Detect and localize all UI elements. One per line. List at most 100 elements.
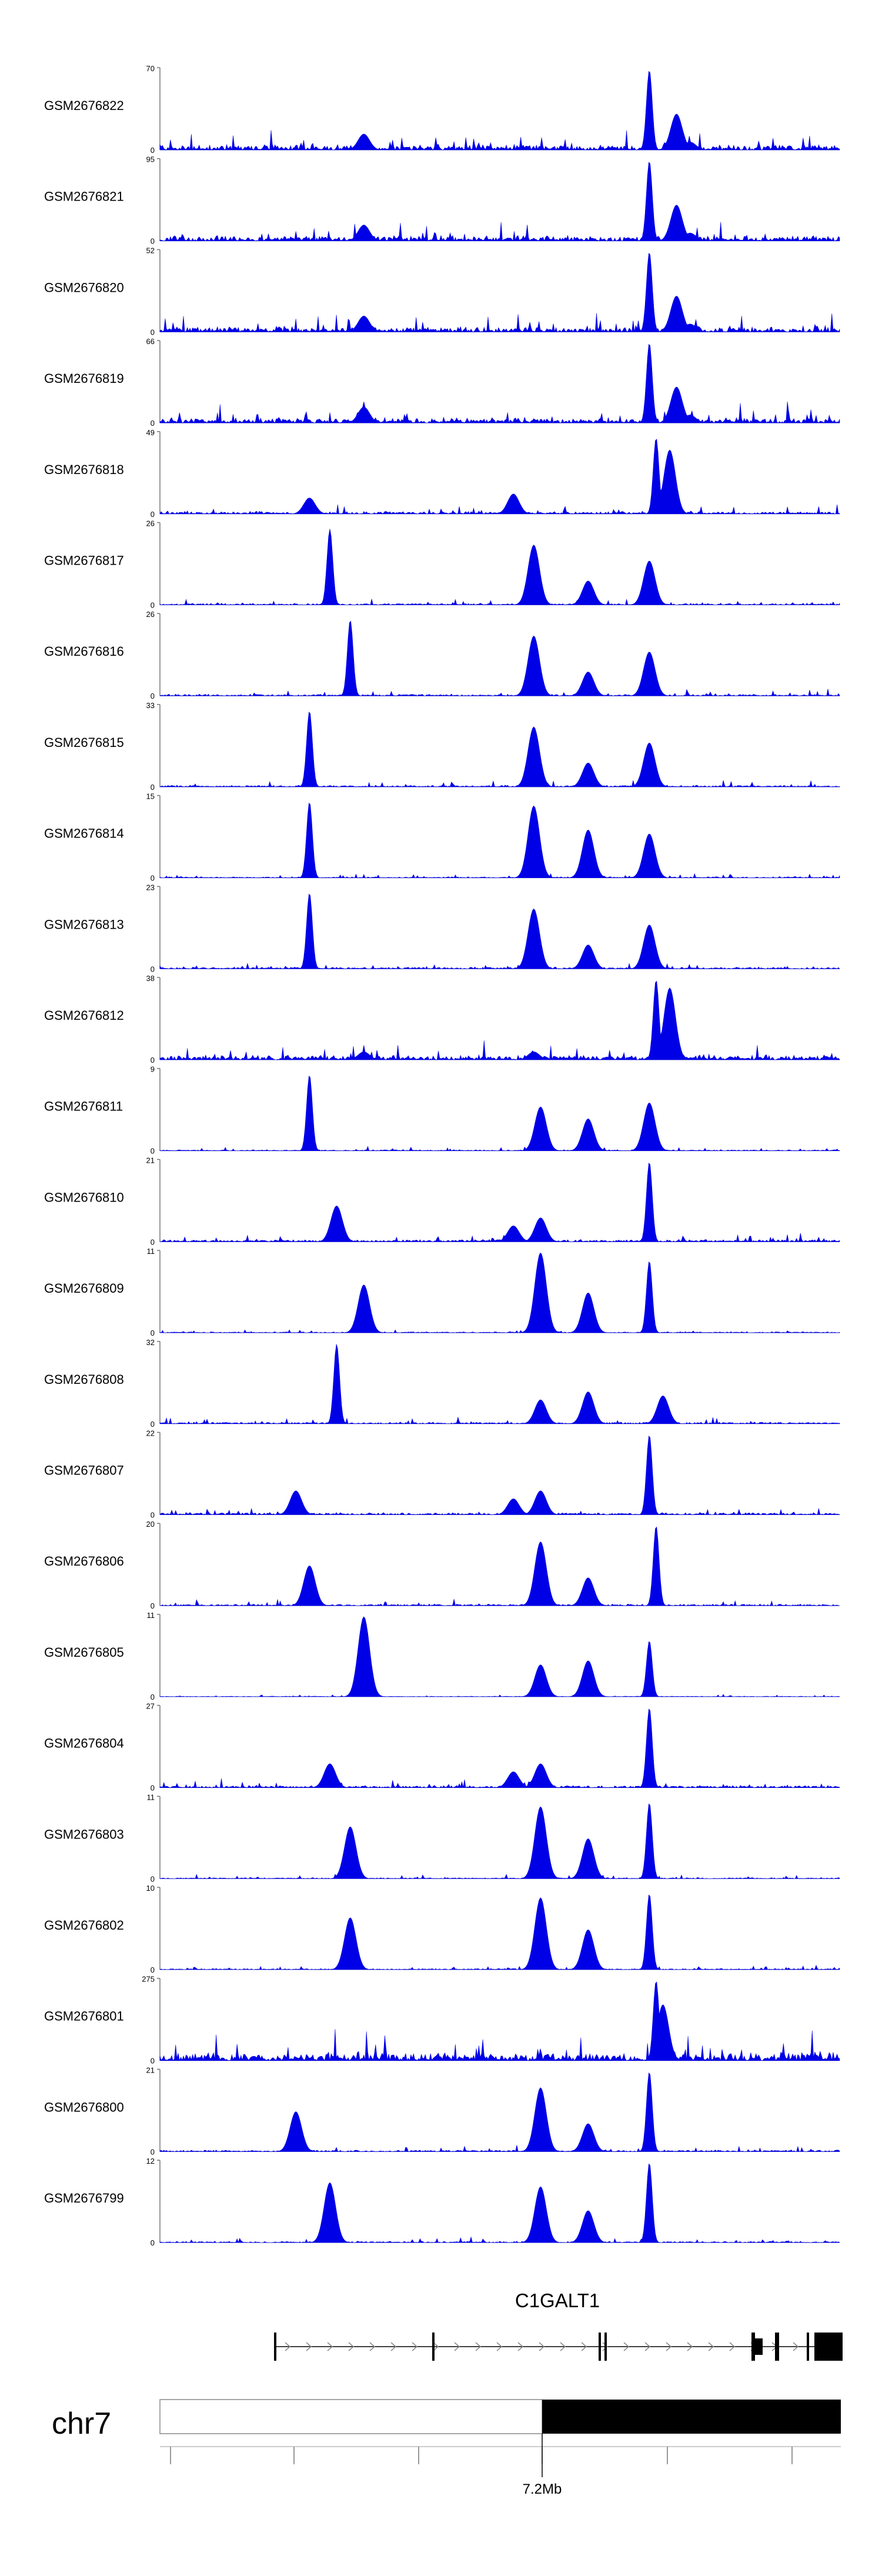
coverage-area (159, 2163, 840, 2243)
track-GSM2676807: GSM2676807 22 0 (44, 1429, 840, 1520)
track-GSM2676803: GSM2676803 11 0 (44, 1793, 840, 1883)
chromosome-label: chr7 (52, 2407, 111, 2441)
strand-arrow-icon (793, 2342, 799, 2351)
track-ymax-label: 33 (146, 701, 155, 710)
coverage-area (159, 252, 840, 333)
track-label: GSM2676805 (44, 1645, 124, 1660)
track-label: GSM2676806 (44, 1554, 124, 1569)
track-label: GSM2676813 (44, 917, 124, 932)
track-ymax-label: 26 (146, 519, 155, 528)
track-label: GSM2676811 (44, 1099, 123, 1114)
track-label: GSM2676814 (44, 826, 124, 841)
track-ymax-label: 66 (146, 337, 155, 346)
strand-arrow-icon (560, 2342, 566, 2351)
track-ymin-label: 0 (151, 146, 155, 155)
track-label: GSM2676800 (44, 2100, 124, 2114)
coverage-area (159, 802, 840, 879)
track-ymin-label: 0 (151, 328, 155, 336)
track-ymin-label: 0 (151, 1329, 155, 1337)
track-ymax-label: 23 (146, 883, 155, 892)
track-GSM2676808: GSM2676808 32 0 (44, 1338, 840, 1429)
strand-arrow-icon (539, 2342, 545, 2351)
track-ymax-label: 20 (146, 1520, 155, 1529)
scale-bar-black-segment (542, 2400, 841, 2434)
gene-name-label: C1GALT1 (515, 2290, 600, 2311)
coverage-area (159, 1894, 840, 1970)
track-ymin-label: 0 (151, 1420, 155, 1429)
track-ymax-label: 70 (146, 64, 155, 73)
coverage-area (159, 162, 840, 242)
track-ymin-label: 0 (151, 1601, 155, 1610)
track-ymin-label: 0 (151, 1693, 155, 1701)
track-label: GSM2676801 (44, 2009, 124, 2024)
coverage-area (159, 1252, 840, 1333)
gene-exon (775, 2333, 779, 2361)
track-ymin-label: 0 (151, 1966, 155, 1974)
strand-arrow-icon (412, 2342, 418, 2351)
gene-exon (274, 2333, 276, 2361)
coverage-area (159, 1435, 840, 1515)
track-ymin-label: 0 (151, 692, 155, 700)
track-label: GSM2676815 (44, 735, 124, 750)
track-ymax-label: 9 (151, 1065, 155, 1074)
track-ymax-label: 15 (146, 792, 155, 801)
strand-arrow-icon (390, 2342, 397, 2351)
track-label: GSM2676812 (44, 1008, 124, 1023)
track-label: GSM2676804 (44, 1736, 124, 1751)
track-ymax-label: 11 (147, 1247, 155, 1256)
track-GSM2676818: GSM2676818 49 0 (44, 428, 840, 519)
track-ymax-label: 275 (142, 1975, 155, 1984)
track-GSM2676800: GSM2676800 21 0 (44, 2066, 840, 2156)
track-GSM2676820: GSM2676820 52 0 (44, 246, 840, 336)
gene-exon (432, 2333, 435, 2361)
track-label: GSM2676819 (44, 371, 124, 386)
strand-arrow-icon (687, 2342, 693, 2351)
region-position-label: 7.2Mb (523, 2481, 562, 2497)
track-ymin-label: 0 (151, 419, 155, 428)
gene-model: C1GALT1 (274, 2290, 843, 2361)
gene-exon (604, 2333, 607, 2361)
coverage-area (159, 1803, 840, 1879)
track-ymax-label: 11 (147, 1793, 155, 1801)
coverage-area (159, 980, 840, 1060)
strand-arrow-icon (729, 2342, 736, 2351)
chromosome-axis: chr7 7.2Mb (52, 2399, 841, 2497)
track-label: GSM2676816 (44, 644, 124, 659)
track-ymin-label: 0 (151, 510, 155, 519)
strand-arrow-icon (285, 2342, 291, 2351)
coverage-area (159, 1075, 840, 1152)
track-GSM2676809: GSM2676809 11 0 (44, 1247, 840, 1337)
strand-arrow-icon (623, 2342, 630, 2351)
coverage-area (159, 1162, 840, 1242)
coverage-area (159, 1709, 840, 1788)
track-GSM2676811: GSM2676811 9 0 (44, 1065, 840, 1156)
track-GSM2676813: GSM2676813 23 0 (44, 883, 840, 973)
coverage-area (159, 2072, 840, 2152)
track-ymin-label: 0 (151, 1237, 155, 1246)
coverage-tracks: GSM2676822700GSM2676821950GSM2676820520G… (44, 64, 840, 2247)
gene-exon (599, 2333, 601, 2361)
gene-exon (807, 2333, 809, 2361)
track-ymax-label: 21 (146, 2066, 155, 2074)
track-ymin-label: 0 (151, 1784, 155, 1793)
track-label: GSM2676817 (44, 553, 124, 568)
track-GSM2676804: GSM2676804 27 0 (44, 1702, 840, 1793)
strand-arrow-icon (517, 2342, 524, 2351)
track-label: GSM2676809 (44, 1281, 124, 1296)
track-label: GSM2676808 (44, 1372, 124, 1387)
track-GSM2676817: GSM2676817 26 0 (44, 519, 840, 610)
track-ymax-label: 52 (146, 246, 155, 255)
strand-arrow-icon (644, 2342, 651, 2351)
coverage-area (159, 893, 840, 969)
track-ymin-label: 0 (151, 2147, 155, 2156)
track-ymin-label: 0 (151, 2238, 155, 2247)
track-ymin-label: 0 (151, 237, 155, 246)
track-ymax-label: 21 (146, 1156, 155, 1164)
track-ymin-label: 0 (151, 783, 155, 792)
track-label: GSM2676803 (44, 1827, 124, 1841)
coverage-area (159, 343, 840, 424)
track-ymax-label: 22 (146, 1429, 155, 1438)
strand-arrow-icon (666, 2342, 672, 2351)
track-label: GSM2676822 (44, 98, 124, 113)
